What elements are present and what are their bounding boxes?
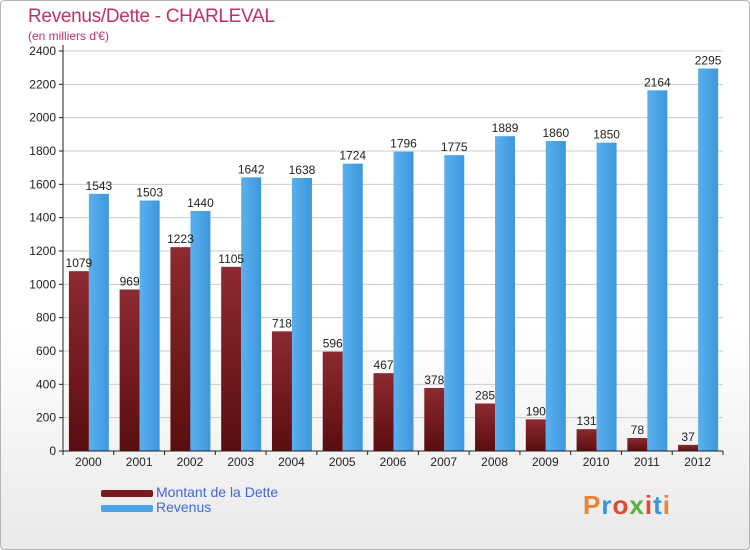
data-label-dette: 718	[272, 316, 292, 330]
data-label-dette: 467	[373, 358, 393, 372]
y-tick-label: 2400	[29, 44, 56, 58]
bar-revenus	[444, 155, 465, 451]
x-tick-label: 2008	[481, 455, 508, 469]
x-tick-label: 2010	[583, 455, 610, 469]
x-tick-label: 2011	[634, 455, 660, 469]
data-label-revenus: 1543	[86, 179, 113, 193]
x-tick-label: 2002	[177, 455, 204, 469]
data-label-revenus: 1440	[187, 196, 214, 210]
x-tick-label: 2007	[430, 455, 457, 469]
bar-dette	[475, 403, 496, 451]
y-tick-label: 0	[49, 444, 56, 458]
x-tick-label: 2009	[532, 455, 559, 469]
data-label-revenus: 1503	[136, 186, 163, 200]
bar-revenus	[342, 163, 363, 451]
data-label-revenus: 1860	[542, 126, 569, 140]
bar-dette	[119, 289, 140, 451]
bar-revenus	[596, 142, 617, 451]
x-tick-label: 2001	[126, 455, 153, 469]
data-label-revenus: 2164	[644, 75, 671, 89]
bar-dette	[678, 444, 699, 451]
y-tick-label: 2000	[29, 111, 56, 125]
logo-letter: i	[662, 490, 671, 520]
logo-letter: P	[583, 490, 602, 520]
bar-dette	[170, 247, 191, 451]
bar-dette	[322, 351, 343, 451]
data-label-dette: 190	[526, 404, 546, 418]
bar-dette	[627, 438, 648, 451]
data-label-dette: 1223	[167, 232, 194, 246]
y-tick-label: 1200	[29, 244, 56, 258]
bar-revenus	[393, 151, 414, 451]
x-tick-label: 2003	[227, 455, 254, 469]
x-tick-label: 2004	[278, 455, 305, 469]
y-tick-label: 800	[36, 311, 56, 325]
x-tick-label: 2006	[380, 455, 407, 469]
logo-letter: o	[612, 490, 630, 520]
bar-revenus	[139, 200, 160, 451]
data-label-revenus: 1775	[441, 140, 468, 154]
y-tick-label: 1600	[29, 177, 56, 191]
proxiti-logo: Proxiti	[583, 490, 671, 521]
data-label-dette: 131	[577, 414, 597, 428]
data-label-revenus: 1724	[339, 149, 366, 163]
bar-dette	[68, 271, 89, 451]
data-label-dette: 285	[475, 389, 495, 403]
data-label-revenus: 1638	[289, 163, 316, 177]
bar-dette	[525, 419, 546, 451]
bar-dette	[373, 373, 394, 451]
y-tick-label: 600	[36, 344, 56, 358]
bar-dette	[424, 388, 445, 451]
data-label-revenus: 2295	[695, 54, 722, 68]
y-tick-label: 400	[36, 377, 56, 391]
chart-subtitle: (en milliers d'€)	[28, 29, 109, 43]
y-tick-label: 1000	[29, 277, 56, 291]
logo-letter: r	[601, 490, 613, 520]
bar-dette	[271, 331, 292, 451]
logo-letter: x	[629, 490, 645, 520]
data-label-dette: 1079	[66, 256, 93, 270]
bar-dette	[576, 429, 597, 451]
data-label-dette: 37	[681, 430, 695, 444]
bar-revenus	[698, 68, 719, 451]
y-tick-label: 1800	[29, 144, 56, 158]
x-tick-label: 2005	[329, 455, 356, 469]
data-label-revenus: 1642	[238, 162, 265, 176]
data-label-dette: 78	[631, 423, 645, 437]
y-tick-label: 200	[36, 411, 56, 425]
x-tick-label: 2012	[684, 455, 711, 469]
data-label-revenus: 1889	[492, 121, 519, 135]
bar-revenus	[545, 141, 566, 451]
bar-revenus	[495, 136, 516, 451]
bar-revenus	[241, 177, 262, 452]
labels: 1079 1543 969 1503 1223 1440 1105 1642 718 1638 59…	[66, 54, 722, 444]
bar-revenus	[647, 90, 668, 451]
chart-title: Revenus/Dette - CHARLEVAL	[28, 6, 275, 27]
bar-revenus	[88, 193, 109, 452]
data-label-dette: 378	[424, 373, 444, 387]
bar-dette	[221, 266, 242, 451]
data-label-revenus: 1796	[390, 137, 417, 151]
bar-revenus	[291, 178, 312, 451]
legend-label-dette: Montant de la Dette	[156, 484, 279, 500]
data-label-dette: 1105	[218, 252, 244, 266]
data-label-revenus: 1850	[593, 128, 620, 142]
logo-letter: i	[644, 490, 654, 520]
bars	[68, 68, 719, 452]
legend-swatch-dette	[101, 490, 153, 497]
bar-revenus	[190, 211, 211, 451]
legend-label-revenus: Revenus	[156, 499, 212, 515]
legend-swatch-revenus	[101, 505, 153, 512]
y-tick-label: 1400	[29, 211, 56, 225]
data-label-dette: 596	[323, 337, 343, 351]
y-tick-label: 2200	[29, 77, 56, 91]
logo-letter: t	[653, 490, 663, 520]
axes: 0 200 400 600 800 1000 1200 1400 1600 1800 2000 220…	[29, 44, 724, 469]
data-label-dette: 969	[120, 275, 140, 289]
x-tick-label: 2000	[75, 455, 102, 469]
